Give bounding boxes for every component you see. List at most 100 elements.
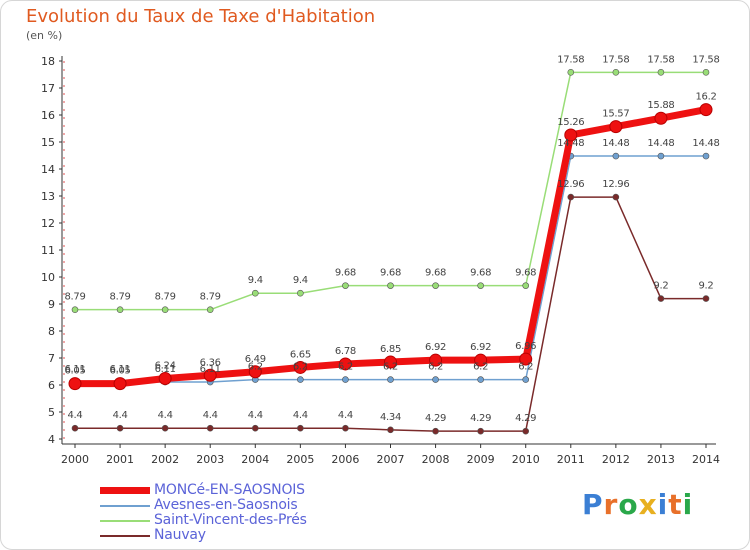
series-line-nauvay (74, 196, 707, 432)
data-point-nauvay (71, 424, 79, 432)
legend-item-monc-en-saosnois: MONCé-EN-SAOSNOIS (100, 482, 360, 499)
x-tick-label: 2007 (377, 453, 405, 466)
data-label-saint-vincent-des-pr-s: 9.4 (248, 275, 263, 286)
y-tick-label: 15 (41, 136, 55, 149)
chart-subtitle: (en %) (26, 29, 63, 42)
data-label-nauvay: 4.4 (158, 410, 173, 421)
x-tick-label: 2010 (512, 453, 540, 466)
data-label-monc-en-saosnois: 6.92 (425, 342, 446, 353)
x-tick-label: 2006 (331, 453, 359, 466)
data-point-monc-en-saosnois (564, 128, 578, 142)
data-point-saint-vincent-des-pr-s (432, 282, 439, 289)
x-tick-label: 2014 (692, 453, 720, 466)
data-label-nauvay: 4.4 (113, 410, 128, 421)
data-label-avesnes-en-saosnois: 6.2 (473, 362, 488, 373)
data-point-nauvay (342, 424, 349, 432)
legend-swatch (100, 487, 150, 494)
logo-letter: P (582, 488, 604, 521)
data-label-saint-vincent-des-pr-s: 9.4 (293, 275, 308, 286)
data-point-monc-en-saosnois (654, 111, 668, 125)
data-label-saint-vincent-des-pr-s: 9.68 (470, 268, 491, 279)
data-point-monc-en-saosnois (158, 372, 172, 386)
y-tick-label: 18 (41, 55, 55, 68)
y-tick-label: 8 (48, 325, 55, 338)
y-tick-label: 7 (48, 352, 55, 365)
data-label-saint-vincent-des-pr-s: 17.58 (692, 54, 719, 65)
data-point-avesnes-en-saosnois (702, 152, 710, 160)
data-label-saint-vincent-des-pr-s: 17.58 (602, 54, 629, 65)
data-label-nauvay: 12.96 (557, 179, 584, 190)
x-tick-label: 2001 (106, 453, 134, 466)
x-tick-label: 2002 (151, 453, 179, 466)
data-point-avesnes-en-saosnois (522, 376, 530, 383)
x-tick-label: 2011 (557, 453, 585, 466)
data-label-avesnes-en-saosnois: 6.2 (293, 362, 308, 373)
data-point-avesnes-en-saosnois (432, 376, 439, 383)
data-label-saint-vincent-des-pr-s: 17.58 (647, 54, 674, 65)
data-point-saint-vincent-des-pr-s (657, 69, 665, 76)
data-label-avesnes-en-saosnois: 14.48 (557, 138, 584, 149)
data-label-saint-vincent-des-pr-s: 9.68 (425, 268, 446, 279)
x-tick-label: 2008 (422, 453, 450, 466)
logo-letter: i (682, 488, 694, 521)
data-point-saint-vincent-des-pr-s (297, 289, 304, 297)
data-point-saint-vincent-des-pr-s (342, 282, 349, 289)
y-tick-label: 16 (41, 109, 55, 122)
data-point-saint-vincent-des-pr-s (567, 69, 575, 76)
data-point-monc-en-saosnois (113, 377, 127, 391)
data-point-avesnes-en-saosnois (297, 376, 304, 383)
x-tick-label: 2004 (241, 453, 269, 466)
data-label-nauvay: 4.4 (67, 410, 82, 421)
data-label-avesnes-en-saosnois: 6.11 (200, 364, 221, 375)
data-label-monc-en-saosnois: 15.88 (647, 100, 674, 111)
legend-label: Avesnes-en-Saosnois (154, 497, 298, 513)
data-label-saint-vincent-des-pr-s: 8.79 (155, 292, 176, 303)
data-point-monc-en-saosnois (519, 352, 533, 366)
data-point-nauvay (432, 427, 439, 435)
data-point-monc-en-saosnois (338, 357, 352, 371)
data-label-nauvay: 9.2 (653, 281, 668, 292)
data-label-monc-en-saosnois: 6.24 (155, 361, 176, 372)
data-label-nauvay: 4.4 (248, 410, 263, 421)
data-point-nauvay (387, 426, 394, 434)
y-tick-label: 17 (41, 82, 55, 95)
data-label-nauvay: 12.96 (602, 179, 629, 190)
proxiti-logo: Proxiti (582, 488, 693, 521)
legend-label: MONCé-EN-SAOSNOIS (154, 482, 305, 498)
logo-letter: r (603, 488, 619, 521)
data-label-monc-en-saosnois: 6.85 (380, 344, 401, 355)
data-label-avesnes-en-saosnois: 14.48 (692, 138, 719, 149)
data-point-monc-en-saosnois (293, 360, 307, 374)
data-point-monc-en-saosnois (474, 353, 488, 367)
legend-label: Saint-Vincent-des-Prés (154, 512, 307, 528)
legend-label: Nauvay (154, 527, 206, 543)
data-label-saint-vincent-des-pr-s: 17.58 (557, 54, 584, 65)
data-point-monc-en-saosnois (203, 368, 217, 382)
data-point-avesnes-en-saosnois (387, 376, 394, 383)
data-point-nauvay (206, 424, 214, 432)
data-label-saint-vincent-des-pr-s: 9.68 (335, 268, 356, 279)
data-label-nauvay: 4.34 (380, 412, 401, 423)
data-label-nauvay: 4.4 (203, 410, 218, 421)
data-label-avesnes-en-saosnois: 6.11 (155, 364, 176, 375)
data-point-nauvay (161, 424, 169, 432)
data-point-avesnes-en-saosnois (612, 152, 620, 160)
data-label-avesnes-en-saosnois: 14.48 (647, 138, 674, 149)
x-tick-label: 2012 (602, 453, 630, 466)
axes: 4 5 6 7 8 9 10 11 12 13 14 15 16 17 18 2000 2001 2002 2003… (41, 55, 720, 466)
data-label-monc-en-saosnois: 6.92 (470, 342, 491, 353)
data-label-nauvay: 4.4 (338, 410, 353, 421)
data-point-nauvay (251, 424, 259, 432)
data-label-avesnes-en-saosnois: 6.2 (338, 362, 353, 373)
data-point-saint-vincent-des-pr-s (251, 289, 259, 297)
data-label-monc-en-saosnois: 16.2 (695, 92, 716, 103)
logo-letter: o (618, 488, 639, 521)
data-point-saint-vincent-des-pr-s (206, 306, 214, 313)
data-point-nauvay (116, 424, 124, 432)
x-tick-label: 2003 (196, 453, 224, 466)
data-label-nauvay: 4.29 (425, 413, 446, 424)
y-tick-label: 11 (41, 244, 55, 257)
series-lines (68, 69, 713, 435)
